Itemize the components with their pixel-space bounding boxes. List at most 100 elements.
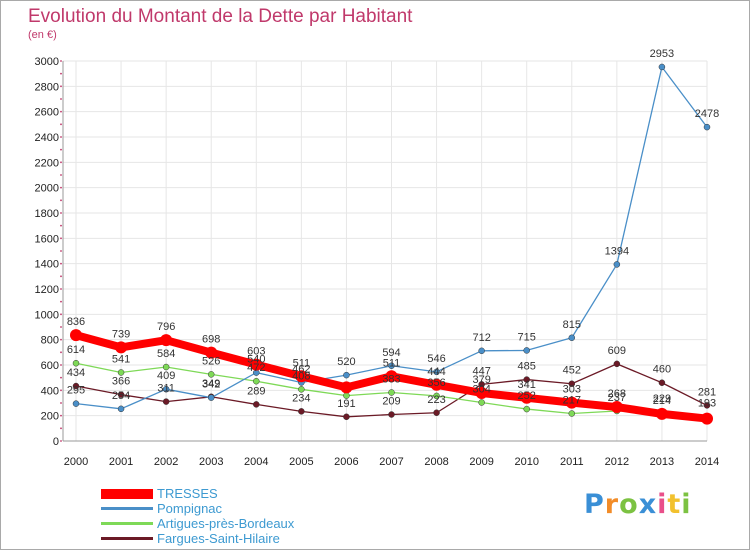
data-point: [207, 371, 215, 378]
data-label: 434: [67, 367, 85, 379]
axis-dot: [60, 161, 62, 164]
data-label: 520: [337, 356, 355, 368]
y-tick-label: 2600: [35, 107, 59, 119]
x-tick-label: 2005: [289, 456, 313, 468]
data-label: 2478: [695, 108, 719, 120]
legend-swatch-tresses: [101, 488, 153, 499]
data-point: [655, 407, 668, 420]
axis-dot: [60, 262, 62, 265]
data-point: [343, 413, 350, 421]
data-label: 472: [247, 362, 265, 374]
data-point: [72, 382, 80, 390]
axis-dot: [60, 85, 62, 88]
data-point: [568, 410, 576, 417]
data-point: [295, 370, 308, 383]
data-point: [478, 347, 485, 355]
data-label: 815: [563, 319, 581, 331]
legend-item-pompignac: Pompignac: [101, 501, 294, 516]
axis-dot: [60, 199, 62, 202]
data-label: 289: [247, 385, 265, 397]
series-tresses: [70, 329, 713, 425]
data-point: [703, 123, 711, 131]
x-tick-label: 2000: [64, 456, 88, 468]
data-label: 540: [247, 354, 265, 366]
data-label: 526: [202, 355, 220, 367]
data-label: 541: [112, 353, 130, 365]
data-label: 217: [563, 395, 581, 407]
data-label: 379: [472, 374, 490, 386]
x-tick-label: 2013: [650, 456, 674, 468]
y-tick-label: 600: [41, 360, 59, 372]
data-point: [70, 329, 82, 342]
data-point: [162, 385, 170, 393]
data-point: [613, 360, 621, 368]
axis-dot: [60, 186, 62, 189]
y-tick-label: 1200: [35, 284, 59, 296]
data-label: 254: [112, 390, 130, 402]
y-tick-label: 1600: [35, 233, 59, 245]
data-label: 237: [608, 392, 626, 404]
y-tick-label: 800: [41, 335, 59, 347]
data-label: 234: [292, 392, 310, 404]
axis-dot: [60, 326, 62, 328]
data-point: [613, 261, 621, 268]
data-point: [433, 368, 440, 376]
y-tick-label: 1000: [35, 309, 59, 321]
axis-dot: [60, 250, 62, 252]
data-point: [430, 378, 443, 391]
data-label: 447: [472, 365, 490, 377]
data-label: 214: [653, 395, 671, 407]
y-tick-label: 2800: [35, 81, 59, 93]
x-tick-label: 2007: [379, 456, 403, 468]
axes: 0 200 400 600 800 1000 1200 1400 1600 1800 2000 220…: [35, 56, 720, 468]
data-label: 444: [427, 366, 445, 378]
data-label: 223: [427, 394, 445, 406]
data-label: 511: [383, 357, 401, 369]
data-label: 349: [202, 378, 220, 390]
x-tick-label: 2001: [109, 456, 133, 468]
data-label: 252: [518, 390, 536, 402]
legend-item-fargues: Fargues-Saint-Hilaire: [101, 531, 294, 546]
axis-dot: [60, 224, 62, 227]
data-label: 281: [698, 386, 716, 398]
data-label: 193: [698, 398, 716, 410]
data-label: 295: [67, 385, 85, 397]
legend-item-tresses: TRESSES: [101, 486, 294, 501]
axis-dot: [60, 300, 62, 303]
y-tick-label: 3000: [35, 56, 59, 68]
data-point: [475, 386, 488, 399]
data-point: [568, 334, 576, 342]
proxiti-logo: Proxiti: [584, 489, 692, 520]
y-tick-label: 2200: [35, 157, 59, 169]
x-tick-label: 2006: [334, 456, 358, 468]
legend-item-artigues: Artigues-près-Bordeaux: [101, 516, 294, 531]
data-point: [343, 371, 350, 379]
data-point: [433, 409, 440, 417]
data-point: [253, 377, 260, 385]
series-layer: [70, 63, 713, 425]
axis-dot: [60, 212, 62, 214]
data-label: 191: [337, 398, 355, 410]
data-point: [520, 391, 533, 404]
data-point: [701, 412, 713, 425]
chart-subtitle: (en €): [28, 29, 57, 41]
axis-dot: [60, 427, 62, 430]
x-tick-label: 2011: [560, 456, 584, 468]
y-tick-label: 1400: [35, 259, 59, 271]
data-label: 303: [563, 384, 581, 396]
data-label: 698: [202, 334, 220, 346]
data-label: 594: [382, 347, 400, 359]
data-label: 356: [427, 377, 445, 389]
data-label: 366: [112, 376, 130, 388]
data-point: [162, 398, 170, 405]
data-point: [610, 401, 623, 414]
data-point: [568, 380, 576, 387]
x-tick-label: 2003: [199, 456, 223, 468]
axis-dot: [60, 364, 62, 366]
x-tick-label: 2009: [469, 456, 493, 468]
legend: TRESSES Pompignac Artigues-près-Bordeaux…: [101, 486, 294, 546]
legend-label: Fargues-Saint-Hilaire: [157, 531, 280, 546]
legend-label: Artigues-près-Bordeaux: [157, 516, 295, 531]
